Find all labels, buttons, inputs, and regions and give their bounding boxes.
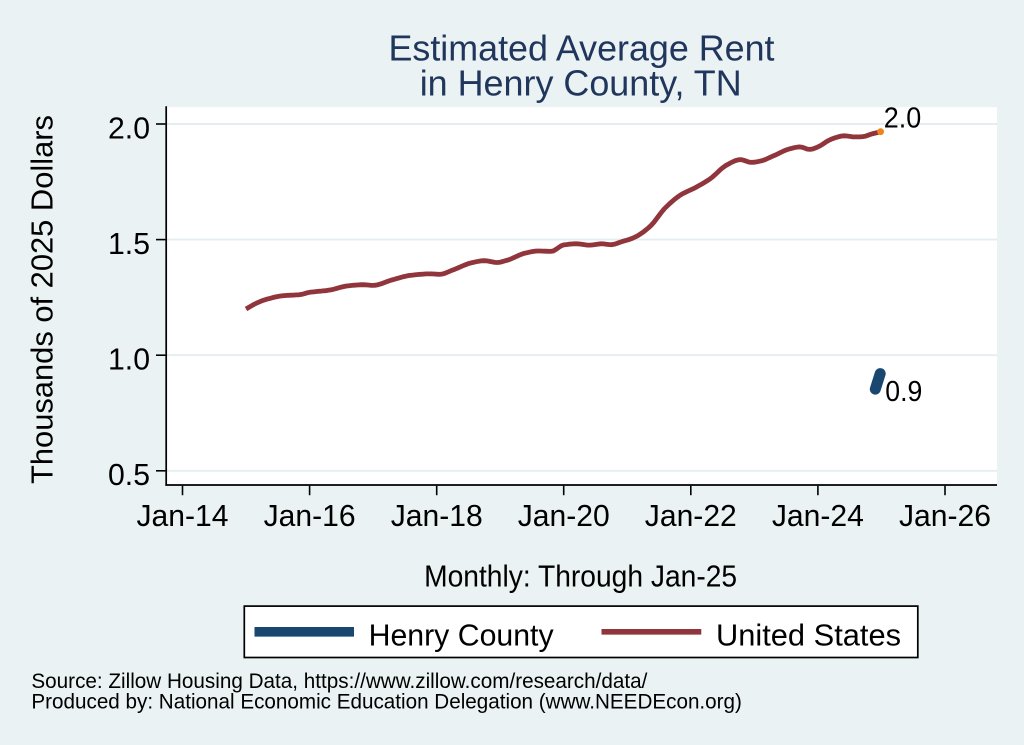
svg-text:Jan-14: Jan-14 — [137, 499, 229, 533]
svg-text:0.9: 0.9 — [885, 376, 922, 408]
svg-text:Thousands of 2025 Dollars: Thousands of 2025 Dollars — [25, 115, 60, 484]
svg-text:Jan-18: Jan-18 — [391, 499, 483, 533]
svg-text:1.5: 1.5 — [108, 227, 150, 261]
svg-text:Source: Zillow Housing Data, h: Source: Zillow Housing Data, https://www… — [31, 669, 647, 693]
svg-text:Estimated Average Rent: Estimated Average Rent — [389, 27, 775, 68]
svg-text:Jan-26: Jan-26 — [899, 499, 991, 533]
svg-text:in Henry County, TN: in Henry County, TN — [420, 62, 742, 103]
svg-text:Jan-16: Jan-16 — [264, 499, 356, 533]
svg-text:Monthly: Through Jan-25: Monthly: Through Jan-25 — [424, 560, 737, 594]
svg-text:Jan-20: Jan-20 — [518, 499, 610, 533]
svg-text:Henry County: Henry County — [369, 617, 554, 652]
svg-text:Jan-24: Jan-24 — [772, 499, 864, 533]
svg-text:2.0: 2.0 — [884, 102, 922, 134]
svg-text:0.5: 0.5 — [108, 458, 150, 492]
svg-text:Produced by: National Economic: Produced by: National Economic Education… — [31, 690, 742, 714]
svg-text:Jan-22: Jan-22 — [645, 499, 737, 533]
svg-text:2.0: 2.0 — [108, 111, 150, 145]
svg-text:1.0: 1.0 — [108, 343, 150, 377]
svg-text:United States: United States — [716, 617, 901, 652]
